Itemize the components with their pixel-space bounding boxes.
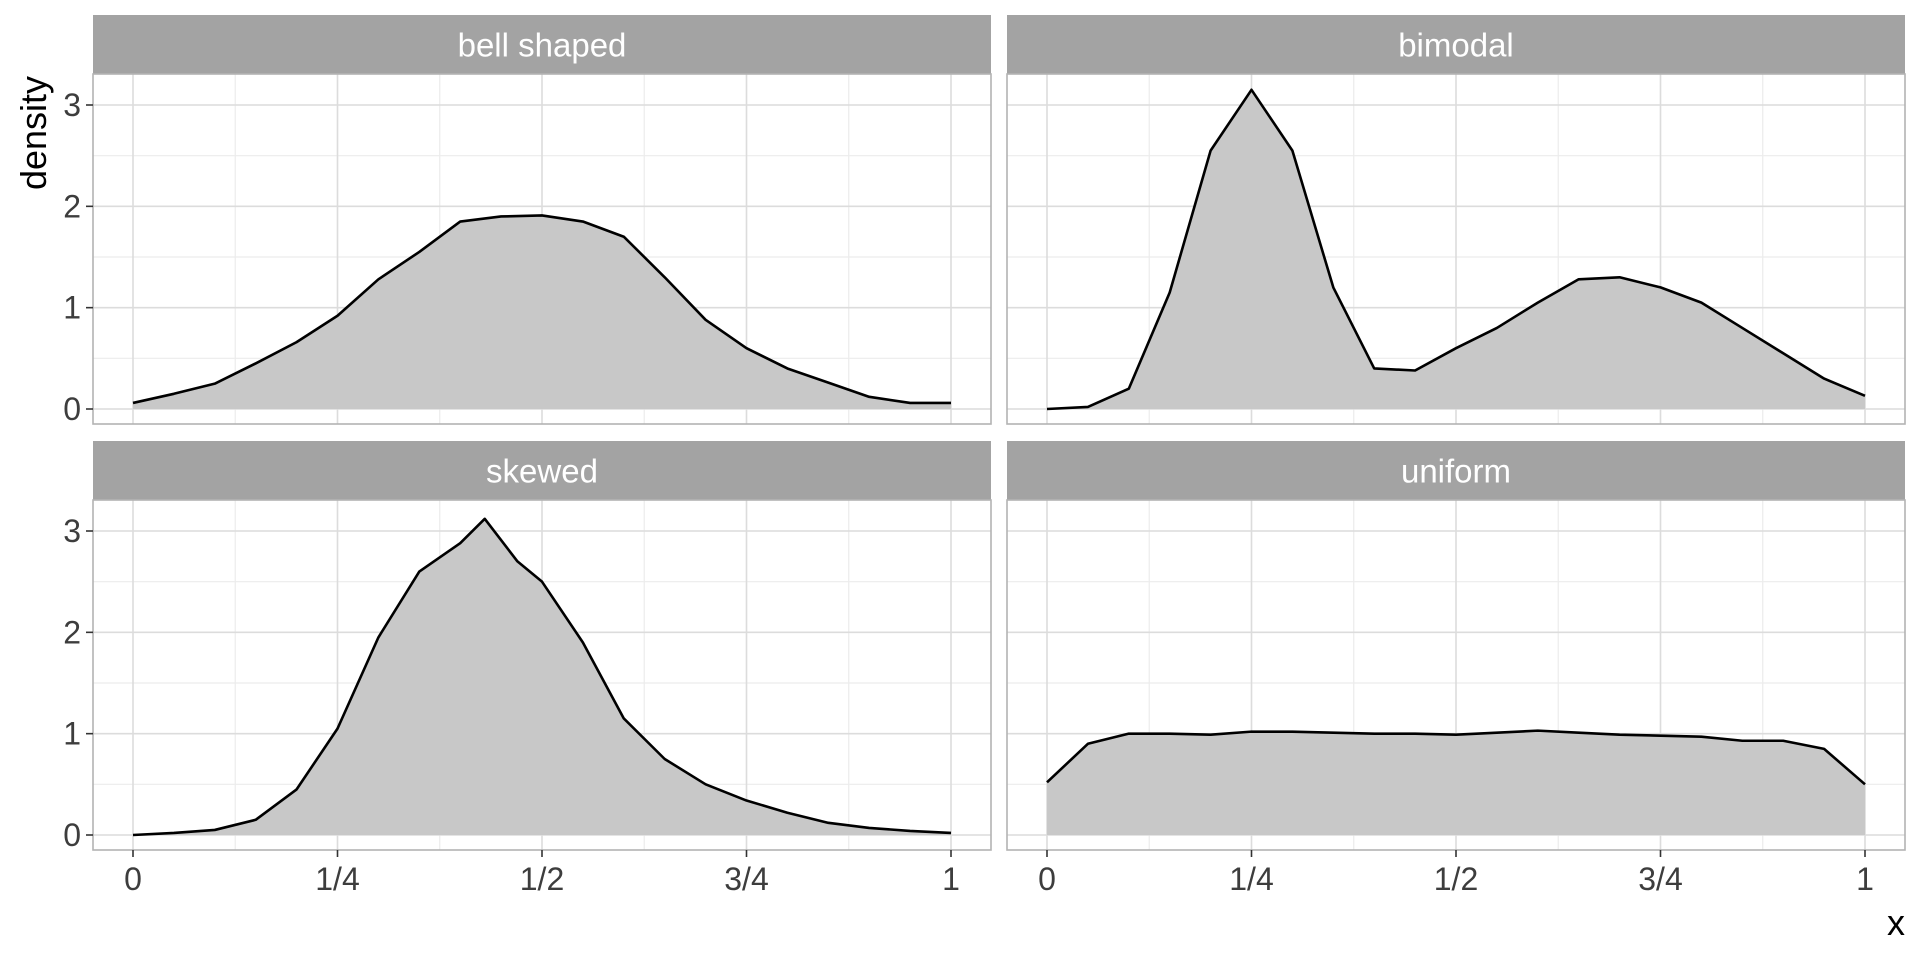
- x-tick-label: 1/4: [315, 861, 359, 897]
- panel-border: [92, 73, 992, 425]
- facet-strip: [93, 441, 991, 500]
- density-area: [133, 518, 951, 835]
- density-area: [1047, 730, 1865, 835]
- y-tick-label: 2: [63, 614, 81, 650]
- facet-strip-label: bimodal: [1398, 27, 1514, 64]
- panel-border: [1006, 73, 1906, 425]
- y-tick-label: 0: [63, 391, 81, 427]
- facet-strip: [93, 15, 991, 74]
- facet-strip-label: skewed: [486, 453, 598, 490]
- x-tick-label: 0: [124, 861, 142, 897]
- x-axis-title: x: [1887, 902, 1905, 943]
- x-tick-label: 1: [942, 861, 960, 897]
- y-tick-label: 3: [63, 87, 81, 123]
- density-area: [1047, 89, 1865, 410]
- density-area: [133, 215, 951, 409]
- facet-strip: [1007, 441, 1905, 500]
- x-tick-label: 1/2: [520, 861, 564, 897]
- x-tick-label: 1: [1856, 861, 1874, 897]
- x-tick-label: 3/4: [1638, 861, 1682, 897]
- y-tick-label: 3: [63, 513, 81, 549]
- density-line: [132, 517, 952, 837]
- y-tick-label: 1: [63, 290, 81, 326]
- density-line: [132, 214, 951, 405]
- y-tick-label: 0: [63, 817, 81, 853]
- y-tick-label: 2: [63, 188, 81, 224]
- facet-strip-label: uniform: [1401, 453, 1511, 490]
- facet-strip-label: bell shaped: [458, 27, 627, 64]
- y-tick-label: 1: [63, 716, 81, 752]
- x-tick-label: 3/4: [724, 861, 768, 897]
- x-tick-label: 1/4: [1229, 861, 1273, 897]
- x-tick-label: 0: [1038, 861, 1056, 897]
- y-axis-title: density: [13, 76, 54, 190]
- facet-strip: [1007, 15, 1905, 74]
- x-tick-label: 1/2: [1434, 861, 1478, 897]
- density-line: [1046, 729, 1866, 786]
- density-line: [1046, 88, 1866, 411]
